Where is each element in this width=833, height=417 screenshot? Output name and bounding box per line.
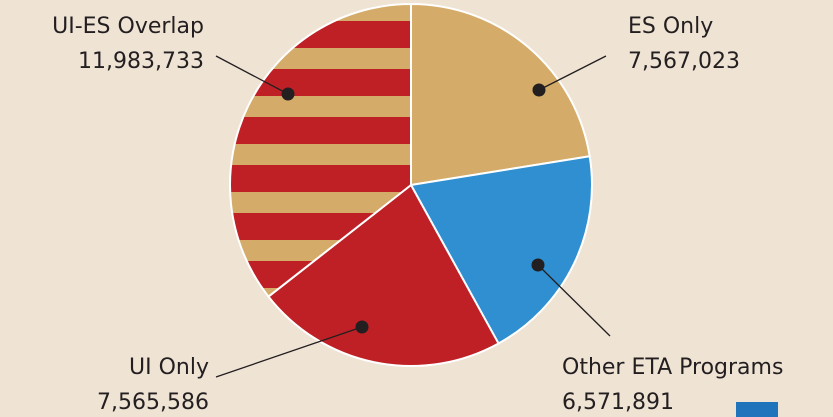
- leader-line-ui-es-overlap: [215, 55, 289, 95]
- leader-line-other-eta-programs: [537, 264, 611, 337]
- slice-value-other-eta-programs: 6,571,891: [562, 390, 674, 415]
- slice-label-other-eta-programs: Other ETA Programs: [562, 355, 783, 380]
- leader-dot-other-eta-programs: [531, 258, 545, 272]
- pie-slice-ui-es-overlap: [228, 2, 412, 298]
- slice-label-ui-es-overlap: UI-ES Overlap: [52, 14, 204, 39]
- corner-swatch: [736, 402, 778, 417]
- pie-slice-ui-only: [267, 183, 500, 367]
- leader-dot-ui-es-overlap: [281, 87, 295, 101]
- slice-label-es-only: ES Only: [628, 14, 713, 39]
- slice-value-es-only: 7,567,023: [628, 49, 740, 74]
- leader-line-es-only: [538, 55, 607, 91]
- leader-line-ui-only: [215, 326, 363, 378]
- leader-dot-es-only: [532, 83, 546, 97]
- leader-dot-ui-only: [355, 320, 369, 334]
- pie-slice-es-only: [410, 2, 591, 187]
- slice-value-ui-es-overlap: 11,983,733: [78, 49, 204, 74]
- pie-slices: [228, 2, 593, 367]
- slice-value-ui-only: 7,565,586: [97, 390, 209, 415]
- leader-lines: [215, 55, 611, 378]
- pie-slice-other-eta-programs: [409, 155, 593, 345]
- slice-label-ui-only: UI Only: [129, 355, 209, 380]
